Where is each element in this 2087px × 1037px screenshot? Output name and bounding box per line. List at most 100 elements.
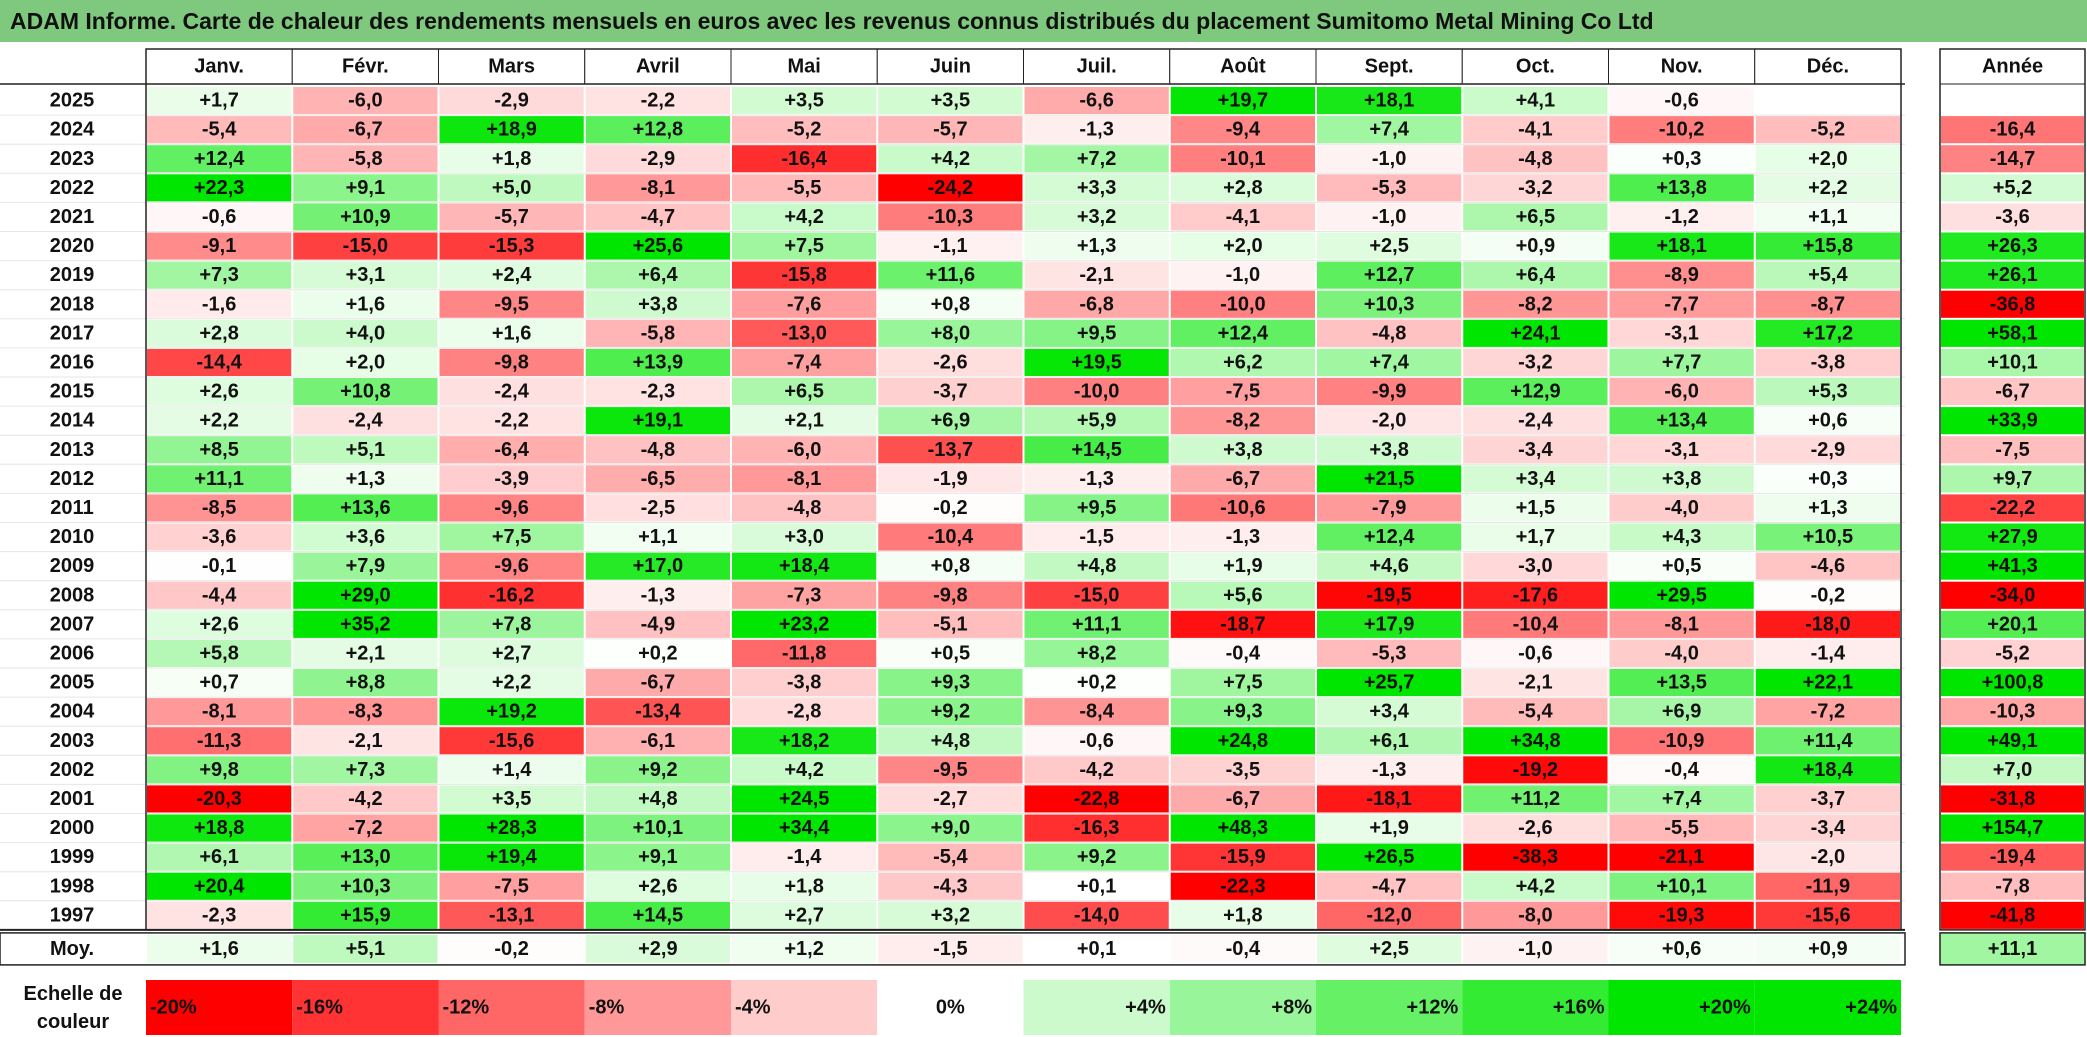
heatmap-cell-value: +5,8 [199,642,238,664]
heatmap-cell-value: +4,1 [1516,90,1555,112]
heatmap-cell [585,203,730,231]
heatmap-cell [1317,465,1462,493]
heatmap-cell-value: +0,5 [1662,555,1701,577]
heatmap-cell [1170,348,1315,376]
heatmap-cell-value: +10,1 [1656,875,1707,897]
heatmap-cell [585,785,730,813]
heatmap-cell-value: -4,6 [1811,555,1845,577]
heatmap-cell [1609,116,1754,144]
heatmap-cell-value: -7,7 [1664,293,1698,315]
heatmap-cell-value: +14,5 [633,904,684,926]
scale-stop-label: -20% [150,997,197,1019]
heatmap-cell-value: +2,8 [199,322,238,344]
heatmap-cell-value: +25,6 [633,235,684,257]
heatmap-cell-value: +1,6 [492,322,531,344]
heatmap-cell-value: -3,8 [787,672,821,694]
heatmap-cell [732,901,877,929]
heatmap-cell [1317,639,1462,667]
heatmap-cell-value: -1,6 [202,293,236,315]
heatmap-cell [585,669,730,697]
heatmap-cell [1609,698,1754,726]
annual-cell-value: +10,1 [1987,351,2038,373]
heatmap-cell-value: -0,6 [1079,730,1113,752]
heatmap-cell-value: +10,9 [340,206,391,228]
heatmap-cell [1024,494,1169,522]
heatmap-cell-value: +9,1 [638,846,677,868]
heatmap-cell [1463,319,1608,347]
heatmap-cell-value: -2,1 [348,730,382,752]
heatmap-cell [1024,261,1169,289]
annual-cell-value: -7,5 [1995,439,2029,461]
heatmap-cell-value: -1,0 [1372,148,1406,170]
heatmap-cell-value: -4,2 [1079,759,1113,781]
heatmap-cell-value: -2,9 [1811,439,1845,461]
annual-cell [1941,756,2084,784]
heatmap-cell-value: -6,6 [1079,90,1113,112]
heatmap-cell-value: -0,4 [1664,759,1699,781]
heatmap-cell [1755,756,1900,784]
heatmap-cell-value: -10,9 [1659,730,1705,752]
heatmap-cell-value: +3,1 [346,264,385,286]
heatmap-cell [878,407,1023,435]
heatmap-cell [1609,494,1754,522]
heatmap-cell [1609,523,1754,551]
heatmap-cell [1024,756,1169,784]
heatmap-cell [147,785,292,813]
heatmap-cell [147,494,292,522]
annual-cell-value: -5,2 [1995,642,2029,664]
heatmap-cell [1463,843,1608,871]
row-year-label: 2002 [50,759,95,781]
heatmap-cell [1463,639,1608,667]
heatmap-cell [732,378,877,406]
heatmap-cell [1609,319,1754,347]
heatmap-cell [732,756,877,784]
heatmap-cell [293,523,438,551]
heatmap-cell-value: +0,1 [1077,875,1116,897]
heatmap-cell-value: +4,8 [1077,555,1116,577]
heatmap-cell-value: -2,1 [1079,264,1113,286]
annual-cell-value: +58,1 [1987,322,2038,344]
heatmap-cell [439,145,584,173]
heatmap-cell-value: -3,1 [1664,439,1698,461]
annual-cell [1941,494,2084,522]
heatmap-cell [878,348,1023,376]
heatmap-cell-value: +3,8 [1662,468,1701,490]
heatmap-cell [293,901,438,929]
heatmap-cell-value: -5,5 [787,177,821,199]
heatmap-cell-value: -9,4 [1226,119,1261,141]
heatmap-cell [1024,610,1169,638]
heatmap-cell [147,232,292,260]
annual-cell-value: +5,2 [1993,177,2032,199]
heatmap-cell-value: -10,6 [1220,497,1266,519]
heatmap-cell-value: -1,9 [933,468,967,490]
heatmap-cell-value: -3,0 [1518,555,1552,577]
heatmap-cell [1317,523,1462,551]
heatmap-cell-value: -1,3 [1372,759,1406,781]
heatmap-cell-value: +6,1 [199,846,238,868]
heatmap-cell [1170,232,1315,260]
heatmap-cell-value: -4,9 [641,613,675,635]
heatmap-cell [878,494,1023,522]
annual-cell [1941,843,2084,871]
row-year-label: 1997 [50,904,95,926]
heatmap-cell [293,756,438,784]
heatmap-cell-value: +12,4 [1364,526,1415,548]
heatmap-cell [1609,610,1754,638]
heatmap-cell-value: +9,2 [1077,846,1116,868]
heatmap-cell [1317,203,1462,231]
heatmap-cell-value: -20,3 [196,788,242,810]
heatmap-cell-value: -8,1 [1664,613,1698,635]
heatmap-cell [1317,610,1462,638]
heatmap-cell [878,116,1023,144]
heatmap-cell [585,552,730,580]
heatmap-cell-value: -8,4 [1079,701,1114,723]
average-annual-cell [1939,932,2086,966]
heatmap-cell [585,494,730,522]
heatmap-cell [1463,727,1608,755]
heatmap-cell [1317,348,1462,376]
annual-cell-value: +49,1 [1987,730,2038,752]
heatmap-cell [293,232,438,260]
scale-swatch [438,980,585,1035]
heatmap-cell [439,407,584,435]
heatmap-cell [1463,378,1608,406]
